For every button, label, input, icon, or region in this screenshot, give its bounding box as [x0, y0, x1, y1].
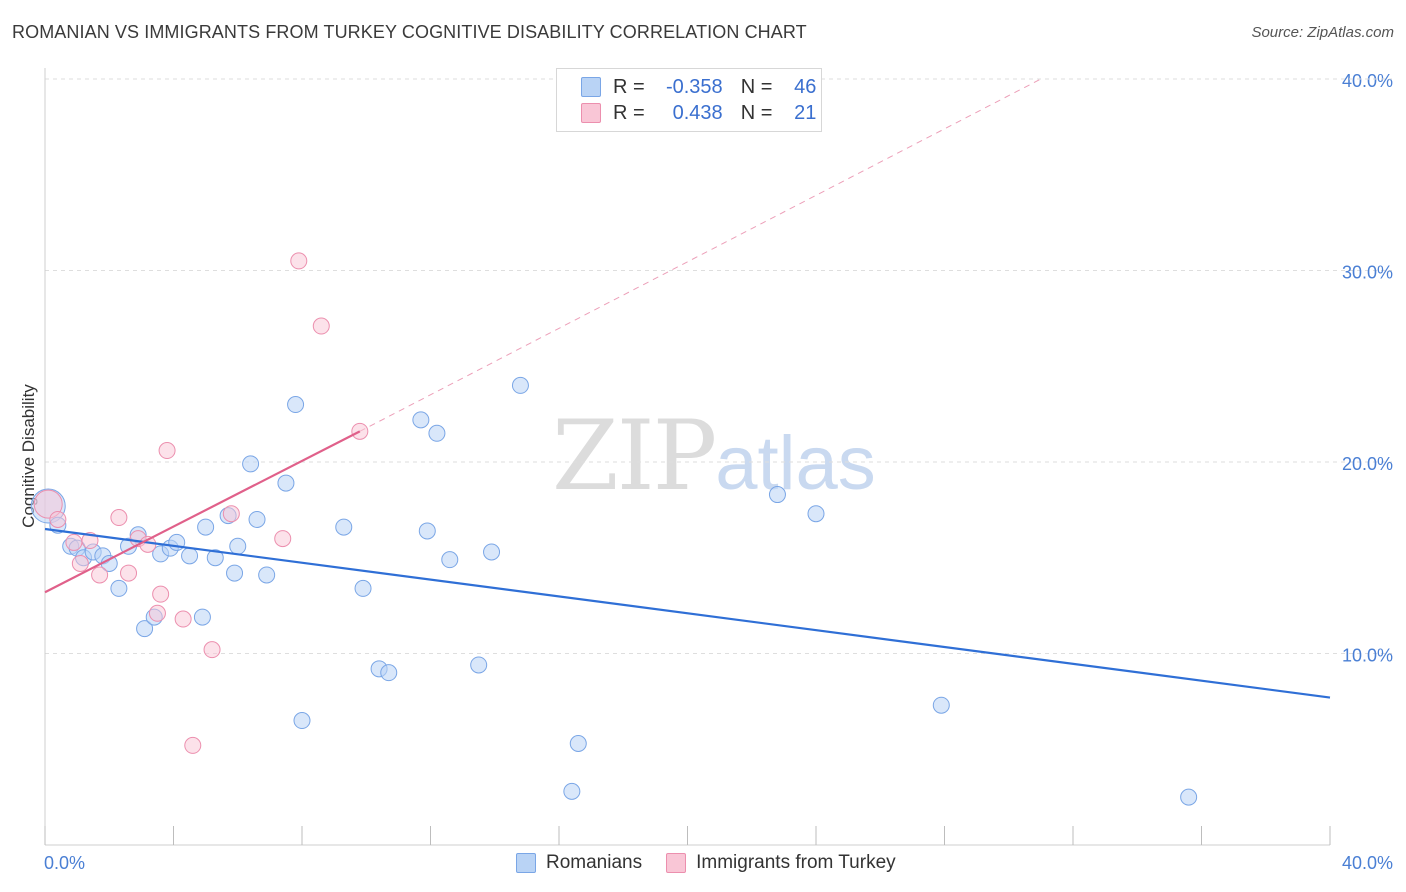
legend-n-value: 21 [794, 101, 817, 124]
legend-row-turkey: R = 0.438 N = 21 [581, 100, 816, 126]
romanians-point [412, 411, 430, 429]
turkey-point [312, 317, 330, 335]
romanians-point [470, 656, 488, 674]
y-axis-title: Cognitive Disability [19, 384, 38, 528]
turkey-point [152, 585, 170, 603]
turkey-point [184, 736, 202, 754]
romanians-trendline [44, 527, 1331, 699]
turkey-point [49, 510, 67, 528]
romanians-point [768, 486, 786, 504]
romanians-point [293, 712, 311, 730]
romanians-point [1180, 788, 1198, 806]
x-tick-label: 40.0% [1342, 853, 1393, 873]
turkey-point [120, 564, 138, 582]
romanians-point [511, 376, 529, 394]
romanians-point [110, 579, 128, 597]
legend-swatch-pink [581, 103, 601, 123]
legend-n-value: 46 [794, 75, 817, 98]
x-tick-label: 0.0% [44, 853, 85, 873]
romanians-point [197, 518, 215, 536]
romanians-point [206, 549, 224, 567]
turkey-point [91, 566, 109, 584]
turkey-point [203, 641, 221, 659]
romanians-point [193, 608, 211, 626]
romanians-point [287, 396, 305, 414]
chart-title: ROMANIAN VS IMMIGRANTS FROM TURKEY COGNI… [12, 22, 807, 42]
turkey-point [71, 554, 89, 572]
legend-r-value: 0.438 [672, 101, 723, 124]
turkey-point [148, 604, 166, 622]
romanians-point [277, 474, 295, 492]
turkey-point [274, 530, 292, 548]
romanians-point [181, 547, 199, 565]
romanians-point [807, 505, 825, 523]
series-legend: Romanians Immigrants from Turkey [516, 852, 920, 874]
turkey-point [222, 505, 240, 523]
legend-r-value: -0.358 [665, 75, 723, 98]
romanians-point [569, 735, 587, 753]
legend-swatch-blue [581, 77, 601, 97]
romanians-point [248, 510, 266, 528]
y-tick-label: 30.0% [1342, 263, 1393, 283]
legend-n-label: N = [740, 101, 773, 124]
legend-r-label: R = [613, 75, 645, 98]
turkey-point [110, 509, 128, 527]
romanians-point [258, 566, 276, 584]
romanians-point [483, 543, 501, 561]
legend-swatch-turkey [666, 853, 687, 873]
legend-n-label: N = [740, 75, 773, 98]
romanians-point [354, 579, 372, 597]
y-tick-label: 20.0% [1342, 454, 1393, 474]
romanians-point [226, 564, 244, 582]
legend-swatch-romanians [516, 853, 536, 873]
turkey-point [174, 610, 192, 628]
turkey-trendline [44, 430, 361, 594]
zipatlas-watermark: ZIPatlas [552, 400, 876, 512]
legend-row-romanians: R = -0.358 N = 46 [581, 74, 816, 100]
watermark-atlas: atlas [715, 421, 876, 506]
legend-item-romanians[interactable]: Romanians [516, 852, 642, 874]
romanians-point [335, 518, 353, 536]
romanians-point [136, 620, 154, 638]
romanians-point [242, 455, 260, 473]
watermark-zip: ZIP [552, 400, 717, 512]
romanians-point [441, 551, 459, 569]
legend-r-label: R = [613, 101, 645, 124]
stats-legend: R = -0.358 N = 46 R = 0.438 N = 21 [556, 68, 822, 132]
romanians-point [380, 664, 398, 682]
source-label: Source: ZipAtlas.com [1251, 24, 1394, 41]
legend-item-turkey[interactable]: Immigrants from Turkey [666, 852, 896, 874]
turkey-point [290, 252, 308, 270]
romanians-point [932, 696, 950, 714]
turkey-point [158, 442, 176, 460]
y-tick-label: 10.0% [1342, 646, 1393, 666]
turkey-point [65, 533, 83, 551]
legend-label-romanians: Romanians [546, 852, 643, 873]
y-tick-label: 40.0% [1342, 71, 1393, 91]
romanians-point [428, 424, 446, 442]
legend-label-turkey: Immigrants from Turkey [696, 852, 896, 873]
romanians-point [229, 537, 247, 555]
romanians-point [563, 782, 581, 800]
romanians-point [418, 522, 436, 540]
turkey-point [33, 489, 63, 519]
turkey-trendline-extension [359, 78, 1042, 432]
